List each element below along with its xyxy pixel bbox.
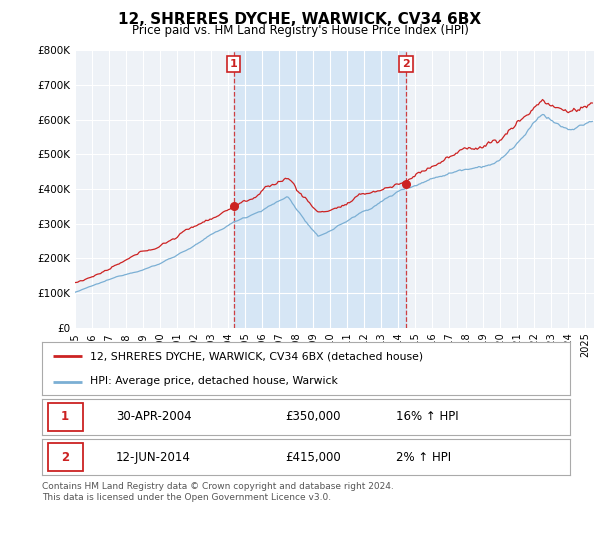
FancyBboxPatch shape (49, 444, 83, 471)
Text: 30-APR-2004: 30-APR-2004 (116, 410, 191, 423)
Text: 2: 2 (402, 59, 410, 69)
Text: £415,000: £415,000 (285, 451, 341, 464)
Text: HPI: Average price, detached house, Warwick: HPI: Average price, detached house, Warw… (89, 376, 337, 386)
Text: 1: 1 (230, 59, 238, 69)
Text: 2: 2 (61, 451, 69, 464)
Text: 1: 1 (61, 410, 69, 423)
FancyBboxPatch shape (49, 403, 83, 431)
Text: Price paid vs. HM Land Registry's House Price Index (HPI): Price paid vs. HM Land Registry's House … (131, 24, 469, 37)
Bar (234, 50, 406, 328)
Text: 16% ↑ HPI: 16% ↑ HPI (396, 410, 458, 423)
Text: 12, SHRERES DYCHE, WARWICK, CV34 6BX (detached house): 12, SHRERES DYCHE, WARWICK, CV34 6BX (de… (89, 352, 422, 362)
Text: £350,000: £350,000 (285, 410, 340, 423)
Text: 12, SHRERES DYCHE, WARWICK, CV34 6BX: 12, SHRERES DYCHE, WARWICK, CV34 6BX (118, 12, 482, 27)
Text: Contains HM Land Registry data © Crown copyright and database right 2024.
This d: Contains HM Land Registry data © Crown c… (42, 482, 394, 502)
Text: 12-JUN-2014: 12-JUN-2014 (116, 451, 191, 464)
Text: 2% ↑ HPI: 2% ↑ HPI (396, 451, 451, 464)
